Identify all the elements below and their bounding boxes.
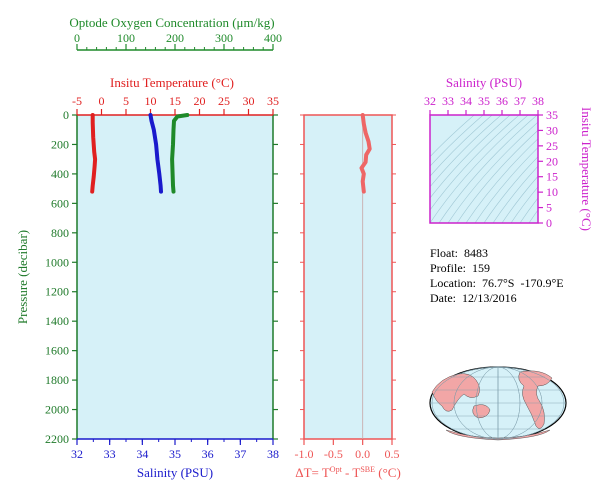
temperature-tick-label: 35 bbox=[267, 94, 279, 108]
world-map bbox=[429, 366, 567, 441]
temperature-tick-label: 30 bbox=[243, 94, 255, 108]
ts-density-contour bbox=[430, 115, 511, 199]
ts-density-contour bbox=[528, 209, 538, 223]
salinity-tick-label: 35 bbox=[169, 447, 181, 461]
ts-temperature-tick-label: 15 bbox=[546, 170, 558, 184]
oxygen-tick-label: 0 bbox=[74, 31, 80, 45]
map-graticule bbox=[430, 366, 566, 440]
ts-temperature-title: Insitu Temperature (°C) bbox=[579, 107, 594, 231]
delta-tick-label: -1.0 bbox=[295, 447, 314, 461]
profile-line: Profile: 159 bbox=[430, 261, 490, 275]
ts-temperature-tick-label: 5 bbox=[546, 201, 552, 215]
float-info: Float: 8483 Profile: 159 Location: 76.7°… bbox=[430, 246, 564, 306]
pressure-tick-label: 1600 bbox=[45, 344, 69, 358]
ts-density-contour bbox=[438, 115, 538, 223]
pressure-tick-label: 400 bbox=[51, 167, 69, 181]
ts-density-contour bbox=[492, 165, 538, 223]
ts-temperature-tick-label: 10 bbox=[546, 185, 558, 199]
salinity-tick-label: 34 bbox=[136, 447, 148, 461]
pressure-axis-title: Pressure (decibar) bbox=[15, 230, 30, 324]
ts-salinity-tick-label: 35 bbox=[478, 94, 490, 108]
pressure-tick-label: 1200 bbox=[45, 285, 69, 299]
ts-salinity-tick-label: 36 bbox=[496, 94, 508, 108]
ts-density-contour bbox=[430, 115, 484, 167]
ts-density-contour bbox=[501, 175, 538, 223]
ts-density-contour bbox=[456, 129, 538, 223]
ts-temperature-tick-label: 35 bbox=[546, 108, 558, 122]
ts-density-contour bbox=[483, 156, 538, 223]
salinity-profile-line bbox=[148, 113, 163, 194]
ts-salinity-title: Salinity (PSU) bbox=[446, 75, 522, 90]
pressure-tick-label: 1000 bbox=[45, 255, 69, 269]
date-line: Date: 12/13/2016 bbox=[430, 291, 517, 305]
temperature-profile-line bbox=[90, 113, 98, 194]
salinity-tick-label: 37 bbox=[234, 447, 246, 461]
salinity-tick-label: 38 bbox=[267, 447, 279, 461]
temperature-tick-label: 15 bbox=[169, 94, 181, 108]
ts-density-contour bbox=[430, 115, 475, 158]
ts-density-contour bbox=[519, 197, 538, 223]
ts-density-contour bbox=[474, 147, 538, 223]
oxygen-profile-line bbox=[170, 113, 190, 194]
oxygen-axis-title: Optode Oxygen Concentration (μm/kg) bbox=[69, 15, 274, 30]
oxygen-tick-label: 100 bbox=[117, 31, 135, 45]
float-line: Float: 8483 bbox=[430, 246, 489, 260]
delta-plot-area bbox=[304, 115, 392, 439]
delta-tick-label: -0.5 bbox=[324, 447, 343, 461]
pressure-tick-label: 1800 bbox=[45, 373, 69, 387]
temperature-axis-title: Insitu Temperature (°C) bbox=[110, 75, 234, 90]
temperature-tick-label: 25 bbox=[218, 94, 230, 108]
salinity-tick-label: 33 bbox=[104, 447, 116, 461]
temperature-tick-label: 10 bbox=[145, 94, 157, 108]
profile-plot-area bbox=[77, 115, 273, 439]
pressure-tick-label: 1400 bbox=[45, 314, 69, 328]
ts-temperature-tick-label: 30 bbox=[546, 123, 558, 137]
ts-salinity-tick-label: 34 bbox=[460, 94, 472, 108]
delta-tick-label: 0.0 bbox=[355, 447, 370, 461]
ts-salinity-tick-label: 38 bbox=[532, 94, 544, 108]
ts-density-contour bbox=[430, 115, 502, 188]
delta-t-profile-line bbox=[359, 113, 372, 194]
temperature-tick-label: 20 bbox=[194, 94, 206, 108]
ts-density-contour bbox=[447, 121, 538, 223]
oxygen-tick-label: 400 bbox=[264, 31, 282, 45]
delta-tick-label: 0.5 bbox=[385, 447, 400, 461]
pressure-tick-label: 600 bbox=[51, 196, 69, 210]
ts-temperature-tick-label: 0 bbox=[546, 216, 552, 230]
map-land-americas bbox=[518, 370, 553, 429]
map-meridian bbox=[431, 366, 565, 440]
pressure-tick-label: 2000 bbox=[45, 403, 69, 417]
oxygen-tick-label: 300 bbox=[215, 31, 233, 45]
ts-density-contour bbox=[510, 186, 538, 223]
ts-salinity-tick-label: 32 bbox=[424, 94, 436, 108]
temperature-tick-label: -5 bbox=[72, 94, 82, 108]
ts-density-contour bbox=[430, 115, 529, 223]
data-series bbox=[90, 113, 372, 194]
ts-salinity-tick-label: 37 bbox=[514, 94, 526, 108]
ts-plot-area bbox=[430, 115, 538, 223]
ts-density-contours bbox=[430, 115, 538, 223]
salinity-tick-label: 36 bbox=[202, 447, 214, 461]
ts-temperature-tick-label: 20 bbox=[546, 154, 558, 168]
ts-temperature-tick-label: 25 bbox=[546, 139, 558, 153]
pressure-tick-label: 800 bbox=[51, 226, 69, 240]
delta-axis-title: ΔT= TOpt - TSBE (°C) bbox=[295, 465, 401, 480]
temperature-tick-label: 5 bbox=[123, 94, 129, 108]
temperature-tick-label: 0 bbox=[99, 94, 105, 108]
tick-marks: 0200400600800100012001400160018002000220… bbox=[45, 31, 558, 461]
salinity-tick-label: 32 bbox=[71, 447, 83, 461]
ts-density-contour bbox=[430, 115, 493, 177]
salinity-axis-title: Salinity (PSU) bbox=[137, 465, 213, 480]
delta-frame bbox=[303, 114, 393, 440]
location-line: Location: 76.7°S -170.9°E bbox=[430, 276, 564, 290]
oxygen-tick-label: 200 bbox=[166, 31, 184, 45]
pressure-tick-label: 2200 bbox=[45, 432, 69, 446]
ts-salinity-tick-label: 33 bbox=[442, 94, 454, 108]
ts-density-contour bbox=[465, 138, 538, 223]
pressure-tick-label: 200 bbox=[51, 137, 69, 151]
map-land-antarctica bbox=[445, 429, 551, 441]
pressure-tick-label: 0 bbox=[63, 108, 69, 122]
